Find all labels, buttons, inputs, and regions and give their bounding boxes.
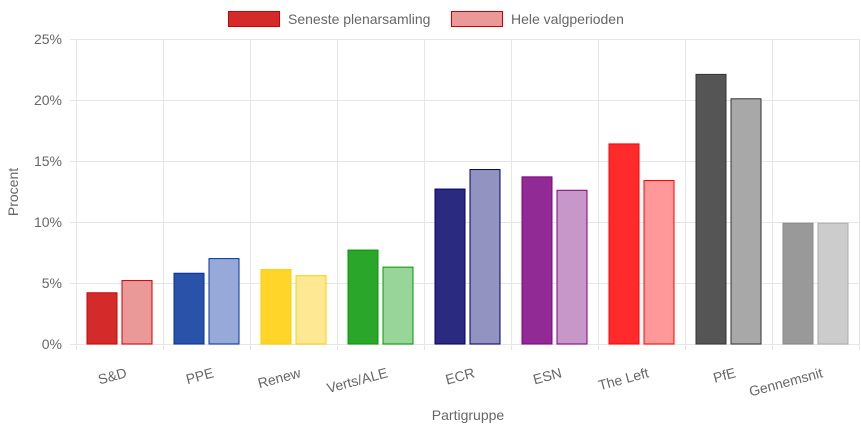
bar-hele-4[interactable] xyxy=(469,169,501,345)
grid-layer xyxy=(70,39,860,350)
bar-seneste-6[interactable] xyxy=(608,143,640,345)
x-tick-label: The Left xyxy=(597,364,651,393)
bar-seneste-1[interactable] xyxy=(173,272,205,345)
bar-seneste-8[interactable] xyxy=(782,222,814,345)
bar-hele-0[interactable] xyxy=(121,280,153,345)
x-tick-label: Verts/ALE xyxy=(325,364,389,396)
y-tick-label: 15% xyxy=(34,153,62,169)
x-axis-title: Partigruppe xyxy=(432,407,505,423)
legend-swatch[interactable] xyxy=(228,11,280,27)
bar-seneste-3[interactable] xyxy=(347,249,379,345)
legend-label[interactable]: Hele valgperioden xyxy=(511,11,624,27)
x-tick-label: PfE xyxy=(711,364,737,385)
bar-seneste-0[interactable] xyxy=(86,292,118,345)
bar-seneste-5[interactable] xyxy=(521,176,553,345)
bar-hele-6[interactable] xyxy=(643,180,675,345)
bar-hele-2[interactable] xyxy=(295,275,327,345)
y-tick-label: 5% xyxy=(42,275,62,291)
legend[interactable]: Seneste plenarsamling Hele valgperioden xyxy=(228,11,624,27)
y-tick-label: 20% xyxy=(34,92,62,108)
legend-label[interactable]: Seneste plenarsamling xyxy=(288,11,430,27)
bar-hele-7[interactable] xyxy=(730,98,762,345)
y-tick-label: 10% xyxy=(34,214,62,230)
x-tick-label: PPE xyxy=(184,364,215,387)
x-tick-label: ECR xyxy=(444,364,477,387)
bar-hele-1[interactable] xyxy=(208,258,240,345)
y-axis-title: Procent xyxy=(5,168,21,216)
bar-hele-8[interactable] xyxy=(817,222,849,345)
bar-hele-3[interactable] xyxy=(382,266,414,345)
bar-seneste-2[interactable] xyxy=(260,269,292,345)
bar-seneste-7[interactable] xyxy=(695,73,727,345)
x-tick-label: Renew xyxy=(256,364,303,391)
x-tick-label: ESN xyxy=(531,364,563,387)
x-tick-label: S&D xyxy=(96,364,128,387)
legend-swatch[interactable] xyxy=(451,11,503,27)
bars-layer xyxy=(86,73,849,345)
bar-hele-5[interactable] xyxy=(556,189,588,345)
y-tick-label: 25% xyxy=(34,31,62,47)
y-tick-label: 0% xyxy=(42,336,62,352)
bar-seneste-4[interactable] xyxy=(434,188,466,345)
x-tick-label: Gennemsnit xyxy=(747,364,824,399)
